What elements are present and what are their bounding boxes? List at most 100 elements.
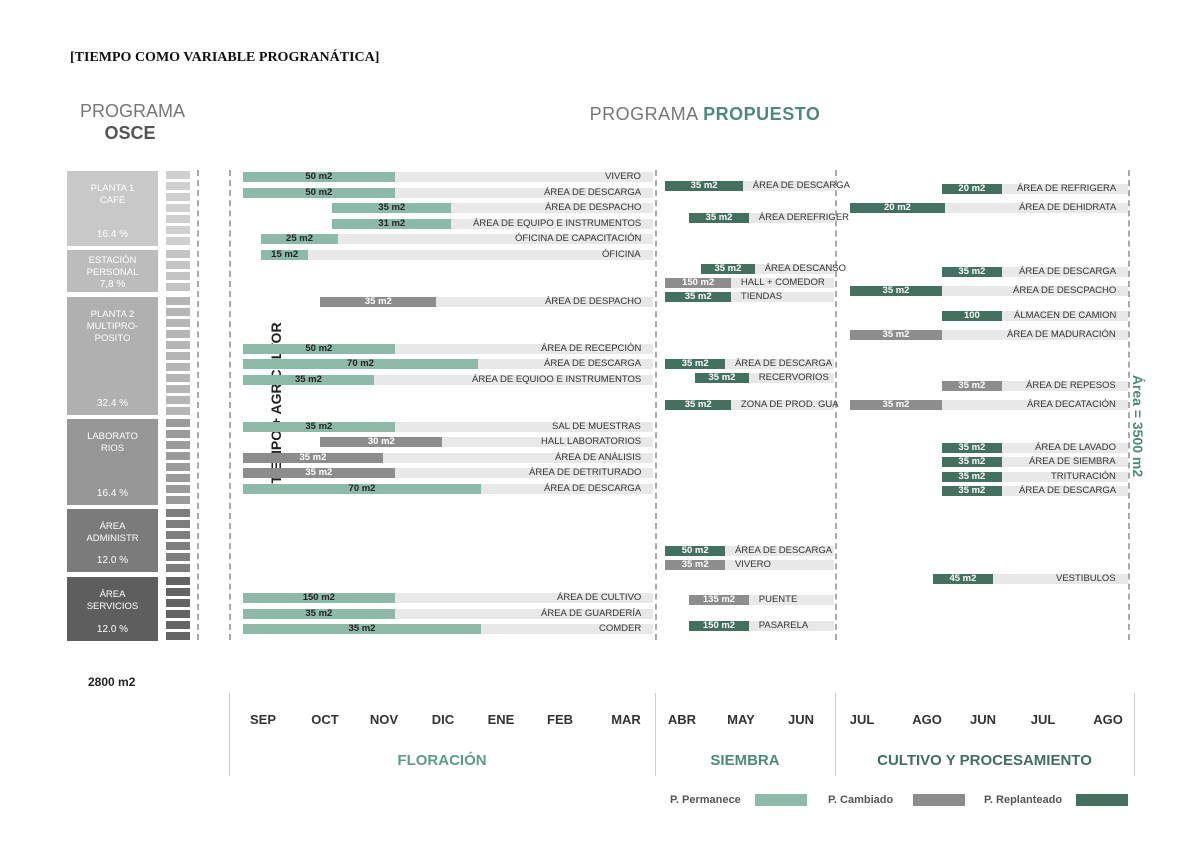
block-name: PERSONAL xyxy=(86,267,139,278)
gantt-bar-label: ÁREA DE DESCARGA xyxy=(1019,485,1117,496)
month-tick-label: DIC xyxy=(431,712,455,727)
osce-stripe xyxy=(166,237,190,245)
gantt-bar: 30 m2 xyxy=(320,437,443,447)
gantt-bar-label: VIVERO xyxy=(605,171,641,182)
gantt-bar: 35 m2 xyxy=(665,359,725,369)
osce-stripe xyxy=(166,577,190,585)
gantt-bar-label: ÁREA DE EQUIOO E INSTRUMENTOS xyxy=(472,374,642,385)
gantt-bar: 100 xyxy=(942,311,1002,321)
month-tick-label: MAY xyxy=(727,712,755,727)
osce-stripe xyxy=(166,632,190,640)
gantt-bar: 15 m2 xyxy=(260,250,309,260)
gantt-bar: 35 m2 xyxy=(243,422,395,432)
gantt-track xyxy=(382,453,653,463)
month-tick-label: MAR xyxy=(611,712,641,727)
osce-total-area: 2800 m2 xyxy=(88,675,136,689)
osce-stripe xyxy=(166,250,190,258)
block-percent: 16.4 % xyxy=(96,229,129,240)
gantt-track xyxy=(373,375,653,385)
gantt-bar-label: ÁREA DE DETRITURADO xyxy=(529,467,642,478)
gantt-bar: 35 m2 xyxy=(849,286,943,296)
osce-stripe xyxy=(166,520,190,528)
divider-line xyxy=(835,170,837,640)
osce-stripe xyxy=(166,171,190,179)
gantt-track xyxy=(478,359,653,369)
gantt-track xyxy=(1001,267,1128,277)
gantt-bar-label: ÓFICINA xyxy=(602,249,641,260)
osce-stripe xyxy=(166,330,190,338)
gantt-track xyxy=(442,437,653,447)
gantt-bar-label: ÁREA DE SIEMBRA xyxy=(1029,456,1116,467)
gantt-bar: 35 m2 xyxy=(332,203,452,213)
osce-stripe xyxy=(166,308,190,316)
gantt-track xyxy=(942,286,1128,296)
phase-label: SIEMBRA xyxy=(710,752,780,769)
gantt-bar-label: ÁREA DEREFRIGER xyxy=(758,212,850,223)
block-name: PLANTA 1 xyxy=(90,183,135,194)
block-name: ESTACIÓN xyxy=(88,255,137,266)
gantt-track xyxy=(394,468,653,478)
gantt-track xyxy=(1001,443,1128,453)
gantt-bar-label: ÁREA DE DESCARGA xyxy=(1019,266,1117,277)
gantt-bar: 35 m2 xyxy=(665,560,725,570)
gantt-bar: 35 m2 xyxy=(320,297,437,307)
gantt-bar: 25 m2 xyxy=(260,234,339,244)
proposed-heading-line2: PROPUESTO xyxy=(703,104,821,124)
gantt-track xyxy=(394,422,653,432)
gantt-bar-label: ÁREA DE DESCARGA xyxy=(734,358,833,369)
gantt-bar: 35 m2 xyxy=(689,213,749,223)
osce-stripe xyxy=(166,509,190,517)
gantt-bar: 70 m2 xyxy=(243,359,479,369)
block-name: PLANTA 2 xyxy=(90,309,135,320)
osce-block-laboratorios: LABORATO RIOS 16.4 % xyxy=(67,419,158,505)
gantt-bar-label: ÁREA DE DESCPACHO xyxy=(1013,285,1117,296)
gantt-bar: 35 m2 xyxy=(942,443,1002,453)
month-tick-label: JUN xyxy=(969,712,996,727)
osce-heading-line2: OSCE xyxy=(104,123,156,143)
gantt-track xyxy=(754,264,834,274)
gantt-bar-label: ÁREA DE REPESOS xyxy=(1026,380,1116,391)
block-name: POSITO xyxy=(94,333,131,344)
gantt-bar-label: ÁREA DE DEHIDRATA xyxy=(1019,202,1117,213)
gantt-bar-label: SAL DE MUESTRAS xyxy=(552,421,641,432)
gantt-bar: 150 m2 xyxy=(665,278,731,288)
osce-stripe xyxy=(166,553,190,561)
osce-stripe xyxy=(166,610,190,618)
osce-stripe xyxy=(166,215,190,223)
gantt-track xyxy=(338,234,653,244)
block-name: CAFÉ xyxy=(99,195,126,206)
gantt-track xyxy=(748,595,834,605)
month-tick-label: JUL xyxy=(849,712,875,727)
block-name: RIOS xyxy=(100,443,125,454)
gantt-bar: 35 m2 xyxy=(849,400,943,410)
osce-block-planta1: PLANTA 1 CAFÉ 16.4 % xyxy=(67,171,158,246)
gantt-bar-label: ÁREA DE CULTIVO xyxy=(557,592,642,603)
block-percent: 7,8 % xyxy=(99,279,126,290)
osce-stripe xyxy=(166,297,190,305)
gantt-track xyxy=(942,400,1128,410)
gantt-bar-label: ÁREA DE DESPACHO xyxy=(545,296,642,307)
block-percent: 32.4 % xyxy=(96,398,129,409)
gantt-track xyxy=(394,344,653,354)
divider-line xyxy=(1128,170,1130,640)
osce-stripe xyxy=(166,542,190,550)
gantt-track xyxy=(730,400,834,410)
gantt-track xyxy=(1001,472,1128,482)
gantt-track xyxy=(724,560,834,570)
gantt-bar: 35 m2 xyxy=(849,330,943,340)
block-name: ÁREA xyxy=(99,589,126,600)
osce-stripe xyxy=(166,599,190,607)
osce-stripe xyxy=(166,204,190,212)
axis-divider xyxy=(1134,693,1135,776)
gantt-bar-label: HALL LABORATORIOS xyxy=(541,436,642,447)
legend-label-cambiado: P. Cambiado xyxy=(828,794,894,806)
block-percent: 12.0 % xyxy=(96,555,129,566)
gantt-track xyxy=(942,330,1128,340)
osce-block-estacion: ESTACIÓN PERSONAL 7,8 % xyxy=(67,250,158,292)
gantt-track xyxy=(1001,184,1128,194)
gantt-bar-label: ÁREA DE REFRIGERA xyxy=(1017,183,1117,194)
gantt-track xyxy=(394,593,653,603)
gantt-bar-label: VIVERO xyxy=(734,559,771,570)
month-tick-label: AGO xyxy=(912,712,942,727)
month-tick-label: AGO xyxy=(1093,712,1123,727)
